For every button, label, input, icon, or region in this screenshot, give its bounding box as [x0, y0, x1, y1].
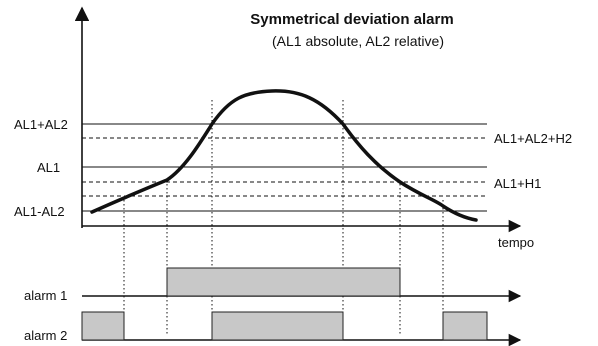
label-alarm-2: alarm 2	[24, 328, 67, 343]
alarm-2-active-bar	[211, 311, 344, 341]
event-guides	[123, 100, 444, 336]
process-value-curve	[90, 89, 478, 222]
alarm-2-active-bar	[442, 311, 488, 341]
label-alarm-1: alarm 1	[24, 288, 67, 303]
label-tempo: tempo	[498, 235, 534, 250]
label-al1-al2-h2: AL1+AL2+H2	[494, 131, 572, 146]
alarm-2-active-bar	[81, 311, 125, 341]
diagram-subtitle: (AL1 absolute, AL2 relative)	[272, 33, 444, 49]
label-al1-h1: AL1+H1	[494, 176, 541, 191]
label-al1: AL1	[37, 160, 60, 175]
diagram-title: Symmetrical deviation alarm	[250, 11, 453, 28]
label-al1-minus-al2: AL1-AL2	[14, 204, 65, 219]
label-al1-plus-al2: AL1+AL2	[14, 117, 68, 132]
alarm-1-active-bar	[166, 267, 401, 297]
